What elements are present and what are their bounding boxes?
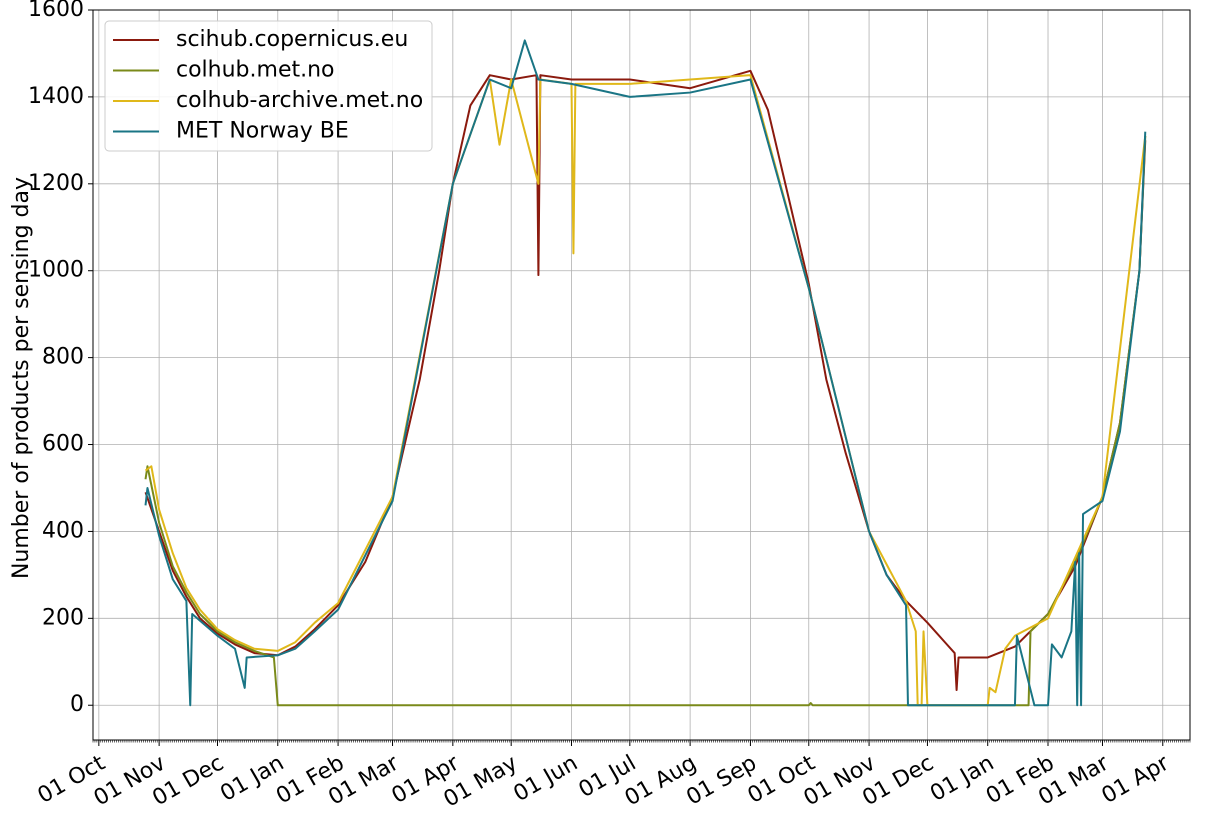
x-tick-label: 01 Jun [509, 751, 582, 807]
y-tick-label: 1200 [28, 171, 84, 196]
y-tick-label: 1600 [28, 0, 84, 22]
legend-label: scihub.copernicus.eu [176, 27, 408, 52]
y-tick-label: 200 [42, 605, 84, 630]
y-tick-label: 0 [70, 692, 84, 717]
series-line [144, 69, 1147, 692]
y-tick-label: 400 [42, 518, 84, 543]
legend-label: colhub-archive.met.no [176, 88, 423, 113]
legend-label: MET Norway BE [176, 119, 349, 144]
y-tick-label: 1400 [28, 84, 84, 109]
series-line [144, 74, 1147, 707]
series-lines [144, 39, 1147, 707]
legend-label: colhub.met.no [176, 58, 335, 83]
legend-box [104, 20, 433, 152]
series-line [144, 39, 1147, 707]
series-line [144, 135, 1147, 707]
y-tick-label: 1000 [28, 258, 84, 283]
y-axis: 0 200 400 600 800 1000 1200 1400 1600 [28, 0, 93, 717]
y-tick-label: 800 [42, 345, 84, 370]
legend: scihub.copernicus.eu colhub.met.no colhub-… [104, 20, 433, 152]
x-tick-label: 01 Sep [682, 751, 761, 811]
y-axis-title: Number of products per sensing day [9, 177, 34, 579]
x-tick-label: 01 Apr [1098, 750, 1175, 809]
y-tick-label: 600 [42, 432, 84, 457]
